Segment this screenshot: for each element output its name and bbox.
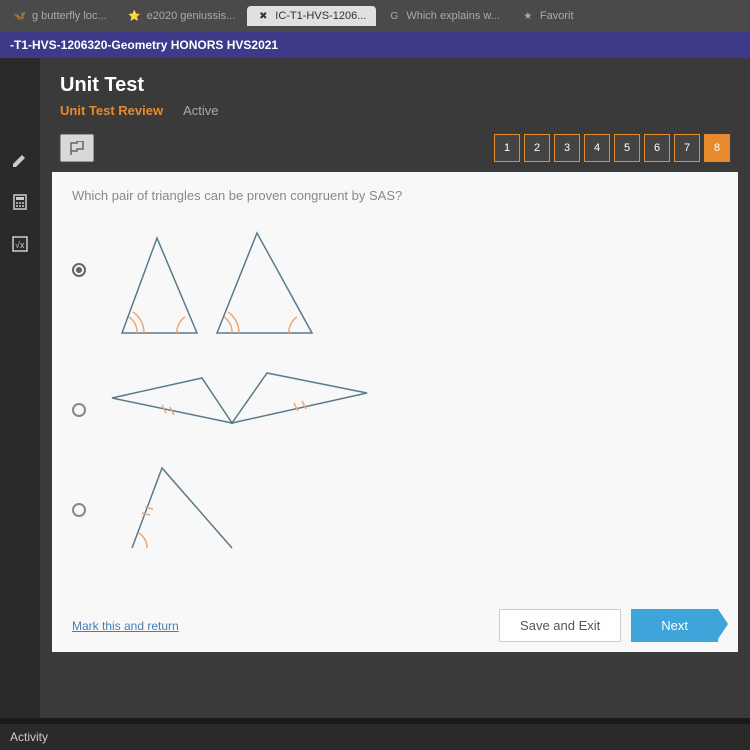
- browser-tab-active[interactable]: ✖ IC-T1-HVS-1206...: [247, 6, 376, 26]
- star-icon: ⭐: [129, 10, 141, 22]
- question-text: Which pair of triangles can be proven co…: [72, 188, 718, 203]
- triangle-figure-3: [102, 463, 282, 553]
- formula-tool[interactable]: √x: [8, 232, 32, 256]
- status-label: Active: [183, 103, 218, 118]
- tab-label: IC-T1-HVS-1206...: [275, 10, 366, 22]
- tab-label: e2020 geniussis...: [147, 10, 236, 22]
- flag-button[interactable]: [60, 134, 94, 162]
- tab-label: Favorit: [540, 10, 574, 22]
- sidebar: √x: [0, 58, 40, 718]
- answer-option[interactable]: [72, 363, 718, 443]
- pencil-tool[interactable]: [8, 148, 32, 172]
- browser-tabs: 🦋 g butterfly loc... ⭐ e2020 geniussis..…: [0, 0, 750, 32]
- tab-label: g butterfly loc...: [32, 10, 107, 22]
- question-number[interactable]: 6: [644, 134, 670, 162]
- question-number[interactable]: 2: [524, 134, 550, 162]
- footer-bar: Mark this and return Save and Exit Next: [52, 599, 738, 652]
- answer-option[interactable]: [72, 223, 718, 343]
- activity-bar[interactable]: Activity: [0, 724, 750, 750]
- radio-button[interactable]: [72, 403, 86, 417]
- radio-button[interactable]: [72, 503, 86, 517]
- radio-button[interactable]: [72, 263, 86, 277]
- browser-tab[interactable]: ★ Favorit: [512, 6, 584, 26]
- content-area: Unit Test Unit Test Review Active 1 2 3 …: [40, 58, 750, 718]
- browser-tab[interactable]: 🦋 g butterfly loc...: [4, 6, 117, 26]
- google-icon: G: [388, 10, 400, 22]
- next-button[interactable]: Next: [631, 609, 718, 642]
- calculator-tool[interactable]: [8, 190, 32, 214]
- question-number[interactable]: 4: [584, 134, 610, 162]
- answer-option[interactable]: [72, 463, 718, 553]
- question-number-active[interactable]: 8: [704, 134, 730, 162]
- page-subtitle: Unit Test Review: [60, 103, 163, 118]
- question-number[interactable]: 1: [494, 134, 520, 162]
- save-exit-button[interactable]: Save and Exit: [499, 609, 621, 642]
- tab-label: Which explains w...: [406, 10, 500, 22]
- butterfly-icon: 🦋: [14, 10, 26, 22]
- triangle-figure-2: [102, 363, 382, 443]
- question-panel: Which pair of triangles can be proven co…: [52, 172, 738, 652]
- triangle-figure-1: [102, 223, 322, 343]
- question-number[interactable]: 3: [554, 134, 580, 162]
- question-number[interactable]: 5: [614, 134, 640, 162]
- question-nav: 1 2 3 4 5 6 7 8: [494, 134, 730, 162]
- browser-tab[interactable]: ⭐ e2020 geniussis...: [119, 6, 246, 26]
- question-number[interactable]: 7: [674, 134, 700, 162]
- page-title: Unit Test: [60, 74, 730, 97]
- star-icon: ★: [522, 10, 534, 22]
- browser-tab[interactable]: G Which explains w...: [378, 6, 510, 26]
- svg-text:√x: √x: [15, 240, 25, 250]
- mark-return-link[interactable]: Mark this and return: [72, 619, 179, 633]
- x-icon: ✖: [257, 10, 269, 22]
- window-title: -T1-HVS-1206320-Geometry HONORS HVS2021: [0, 32, 750, 58]
